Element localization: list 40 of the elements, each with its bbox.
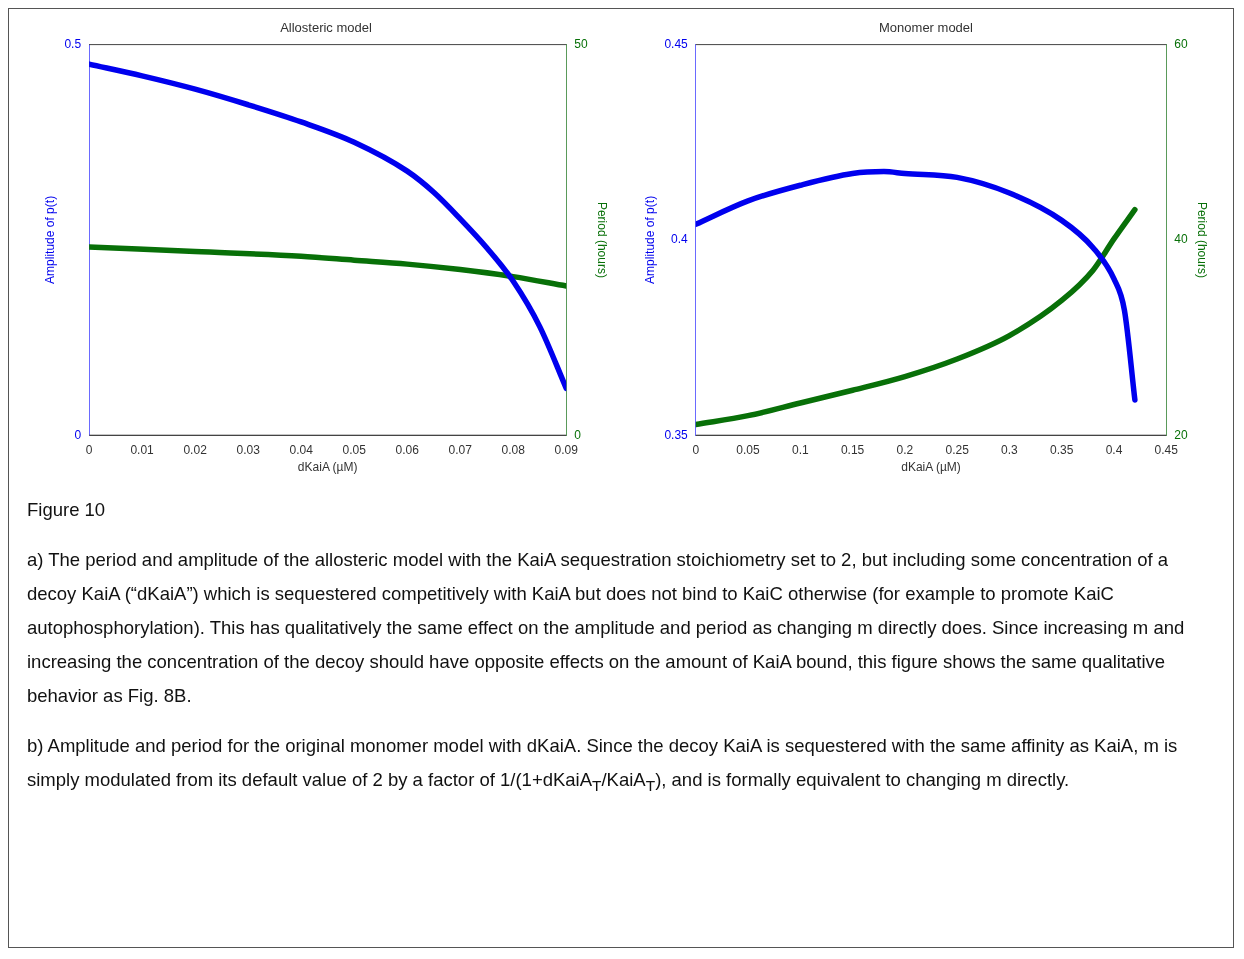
- y2-tick-label: 20: [1174, 427, 1188, 442]
- x-tick-label: 0.08: [501, 442, 526, 457]
- x-tick-label: 0.03: [236, 442, 261, 457]
- x-tick-label: 0.09: [554, 442, 579, 457]
- y-tick-label: 0.45: [664, 36, 689, 51]
- y2-tick-label: 0: [574, 427, 582, 442]
- y2-tick-label: 60: [1174, 36, 1188, 51]
- x-tick-label: 0.02: [183, 442, 208, 457]
- x-tick-label: 0.01: [130, 442, 155, 457]
- x-axis-title: dKaiA (µM): [297, 460, 358, 475]
- x-tick-label: 0: [85, 442, 93, 457]
- x-tick-label: 0.35: [1050, 442, 1074, 457]
- y-tick-label: 0.4: [671, 232, 689, 247]
- x-tick-label: 0.25: [945, 442, 970, 457]
- x-tick-label: 0.2: [896, 442, 914, 457]
- x-tick-label: 0.1: [791, 442, 809, 457]
- chart-title: Monomer model: [879, 20, 974, 36]
- y-axis-title: Amplitude of p(t): [642, 195, 657, 284]
- y2-axis-title: Period (hours): [1195, 201, 1210, 278]
- x-tick-label: 0.4: [1105, 442, 1123, 457]
- y2-tick-label: 40: [1174, 232, 1188, 247]
- x-tick-label: 0.06: [395, 442, 420, 457]
- x-tick-label: 0: [692, 442, 700, 457]
- y2-axis-title: Period (hours): [595, 201, 610, 278]
- caption: Figure 10: [27, 498, 107, 522]
- x-tick-label: 0.07: [448, 442, 473, 457]
- x-tick-label: 0.15: [840, 442, 865, 457]
- x-tick-label: 0.3: [1001, 442, 1019, 457]
- x-axis-title: dKaiA (µM): [901, 460, 961, 475]
- y-axis-title: Amplitude of p(t): [42, 195, 57, 284]
- y-tick-label: 0.5: [64, 36, 82, 51]
- chart-title: Allosteric model: [280, 20, 372, 36]
- y2-tick-label: 50: [574, 36, 588, 51]
- text: b) Amplitude and period for the original monomer model with dKaiA. Since the decoy KaiA is sequestered with the same affinity as KaiA, m is simply modulated from its default value of 2 by a factor of 1/(1+dKaiA$_{T}$/KaiA$_{T}$), and is formally equivalent to changing m directly.: [27, 734, 1179, 796]
- text: a) The period and amplitude of the allosteric model with the KaiA sequestration stoichiometry set to 2, but including some concentration of a decoy KaiA (“dKaiA”) which is sequestered competitively with KaiA but does not bind to KaiC otherwise (for example to promote KaiC autophosphorylation). This has qualitatively the same effect on the amplitude and period as changing m directly does. Since increasing m and increasing the concentration of the decoy should have opposite effects on the amount of KaiA bound, this figure shows the same qualitative behavior as Fig. 8B.: [27, 548, 1186, 708]
- x-tick-label: 0.05: [736, 442, 761, 457]
- x-tick-label: 0.05: [342, 442, 367, 457]
- x-tick-label: 0.04: [289, 442, 314, 457]
- x-tick-label: 0.45: [1154, 442, 1179, 457]
- y-tick-label: 0.35: [664, 427, 689, 442]
